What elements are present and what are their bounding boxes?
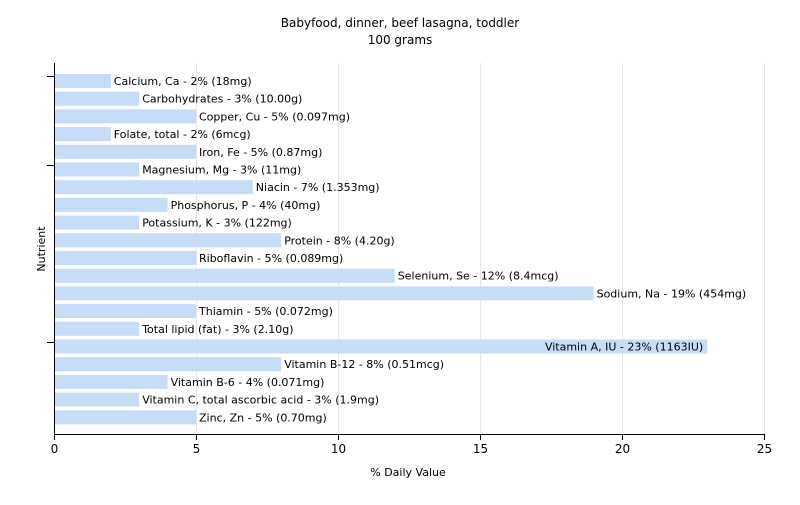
bar: [55, 410, 196, 425]
bar-label: Calcium, Ca - 2% (18mg): [114, 75, 252, 88]
x-tick-label: 20: [615, 442, 630, 456]
bar: [55, 339, 708, 354]
bar: [55, 357, 282, 372]
bar-label: Vitamin B-6 - 4% (0.071mg): [171, 376, 325, 389]
x-tick-label: 0: [51, 442, 59, 456]
bar: [55, 321, 140, 336]
bar: [55, 233, 282, 248]
bar: [55, 374, 168, 389]
bar-label: Carbohydrates - 3% (10.00g): [142, 93, 302, 106]
bar: [55, 127, 111, 142]
bar: [55, 162, 140, 177]
bar-label: Niacin - 7% (1.353mg): [256, 181, 380, 194]
bar-labels: Calcium, Ca - 2% (18mg) Carbohydrates - 3…: [114, 75, 746, 424]
bar-label: Folate, total - 2% (6mcg): [114, 128, 251, 141]
axes: 0 5 10 15 20 25: [47, 63, 772, 456]
x-tick-label: 25: [757, 442, 772, 456]
bars: [55, 74, 708, 425]
bar-label: Total lipid (fat) - 3% (2.10g): [141, 323, 293, 336]
bar-label: Vitamin A, IU - 23% (1163IU): [545, 341, 703, 354]
bar: [55, 109, 196, 124]
bar-label: Vitamin B-12 - 8% (0.51mcg): [284, 358, 444, 371]
bar: [55, 74, 111, 88]
bar: [55, 392, 140, 407]
bar: [55, 268, 395, 283]
bar: [55, 215, 140, 230]
bar: [55, 251, 196, 265]
y-axis-label: Nutrient: [35, 226, 48, 272]
chart-subtitle: 100 grams: [368, 33, 433, 47]
bar-label: Selenium, Se - 12% (8.4mcg): [398, 270, 559, 283]
bar-label: Phosphorus, P - 4% (40mg): [171, 199, 321, 212]
x-tick-label: 15: [473, 442, 488, 456]
x-tick-label: 5: [193, 442, 201, 456]
bar: [55, 91, 140, 106]
bar-label: Thiamin - 5% (0.072mg): [198, 305, 333, 318]
bar: [55, 197, 168, 212]
grid-lines: [196, 63, 765, 434]
bar-label: Magnesium, Mg - 3% (11mg): [142, 164, 301, 177]
bar: [55, 286, 594, 301]
bar-label: Zinc, Zn - 5% (0.70mg): [199, 411, 327, 424]
bar-label: Riboflavin - 5% (0.089mg): [199, 252, 343, 265]
bar-label: Copper, Cu - 5% (0.097mg): [199, 110, 350, 123]
bar: [55, 144, 196, 159]
bar-label: Vitamin C, total ascorbic acid - 3% (1.9…: [142, 394, 379, 407]
x-axis-label: % Daily Value: [370, 466, 446, 479]
bar-label: Iron, Fe - 5% (0.87mg): [199, 146, 322, 159]
bar: [55, 304, 196, 319]
chart-title: Babyfood, dinner, beef lasagna, toddler: [281, 16, 519, 30]
bar-label: Potassium, K - 3% (122mg): [142, 217, 292, 230]
bar: [55, 180, 253, 195]
bar-label: Protein - 8% (4.20g): [284, 234, 395, 247]
bar-label: Sodium, Na - 19% (454mg): [597, 287, 747, 300]
x-tick-label: 10: [331, 442, 346, 456]
